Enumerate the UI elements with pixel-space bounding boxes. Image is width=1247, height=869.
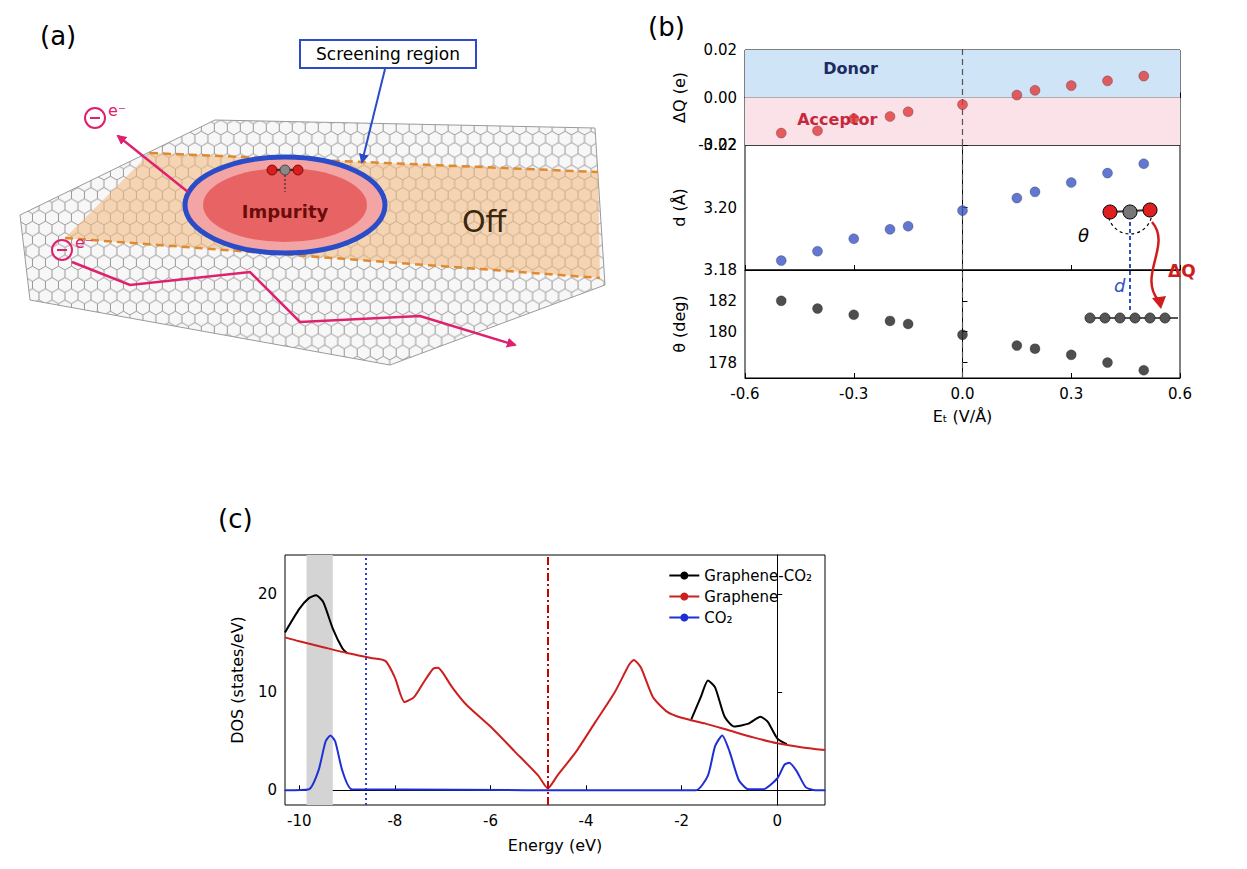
svg-text:Screening region: Screening region <box>316 44 460 64</box>
svg-text:178: 178 <box>708 354 737 372</box>
svg-text:0: 0 <box>772 812 782 830</box>
svg-text:-0.02: -0.02 <box>698 136 737 154</box>
svg-text:-10: -10 <box>287 812 312 830</box>
svg-text:Eₜ (V/Å): Eₜ (V/Å) <box>933 407 993 426</box>
svg-text:Graphene-CO₂: Graphene-CO₂ <box>704 567 812 585</box>
svg-text:0.02: 0.02 <box>704 41 737 59</box>
svg-text:e⁻: e⁻ <box>75 233 93 252</box>
svg-text:3.22: 3.22 <box>704 136 737 154</box>
svg-text:-4: -4 <box>579 812 594 830</box>
svg-text:-0.3: -0.3 <box>839 385 868 403</box>
svg-text:ΔQ (e): ΔQ (e) <box>670 72 689 123</box>
svg-text:Energy (eV): Energy (eV) <box>508 836 602 855</box>
svg-text:θ: θ <box>1078 225 1089 246</box>
svg-text:-8: -8 <box>387 812 402 830</box>
svg-text:3.18: 3.18 <box>704 261 737 279</box>
svg-text:Impurity: Impurity <box>242 201 329 222</box>
svg-text:180: 180 <box>708 323 737 341</box>
svg-text:10: 10 <box>258 683 277 701</box>
svg-text:0.00: 0.00 <box>704 89 737 107</box>
svg-text:(b): (b) <box>648 12 685 42</box>
svg-text:20: 20 <box>258 585 277 603</box>
svg-text:0.3: 0.3 <box>1059 385 1083 403</box>
svg-text:Acceptor: Acceptor <box>797 110 877 129</box>
svg-text:e⁻: e⁻ <box>108 101 126 120</box>
svg-text:-2: -2 <box>674 812 689 830</box>
svg-text:Off: Off <box>462 204 508 239</box>
svg-text:d: d <box>1114 275 1126 296</box>
svg-text:d (Å): d (Å) <box>670 188 689 227</box>
svg-text:182: 182 <box>708 292 737 310</box>
svg-text:(a): (a) <box>40 21 76 51</box>
svg-text:0.6: 0.6 <box>1168 385 1192 403</box>
svg-text:0.0: 0.0 <box>951 385 975 403</box>
svg-text:Graphene: Graphene <box>704 588 778 606</box>
svg-text:DOS (states/eV): DOS (states/eV) <box>228 616 247 744</box>
svg-text:0: 0 <box>267 781 277 799</box>
svg-text:ΔQ: ΔQ <box>1168 261 1196 281</box>
svg-text:3.20: 3.20 <box>704 199 737 217</box>
svg-text:-0.6: -0.6 <box>730 385 759 403</box>
svg-text:CO₂: CO₂ <box>704 609 732 627</box>
svg-text:(c): (c) <box>218 504 253 534</box>
svg-text:Donor: Donor <box>823 59 878 78</box>
svg-text:-6: -6 <box>483 812 498 830</box>
svg-text:θ (deg): θ (deg) <box>670 295 689 353</box>
